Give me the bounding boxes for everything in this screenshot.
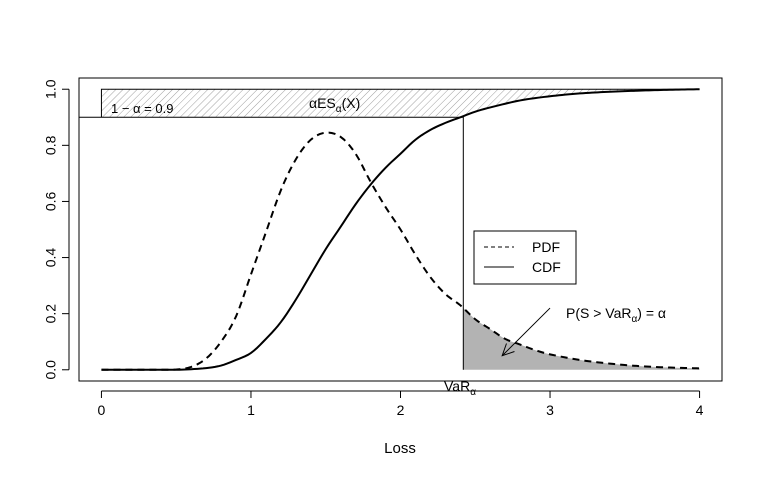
es-box-outline: [100, 88, 700, 118]
pdf-line: [101, 131, 700, 371]
tail-probability-label: P(S > VaRα) = α: [566, 305, 666, 325]
x-tick-label: 0: [98, 402, 106, 418]
one-minus-alpha-label: 1 − α = 0.9: [111, 101, 173, 116]
legend-box: [473, 230, 577, 285]
legend-cdf-label: CDF: [532, 259, 561, 275]
cdf-line: [101, 88, 700, 371]
y-tick-label: 0.6: [43, 192, 59, 212]
var-label: VaRα: [444, 378, 476, 398]
es-label: αESα(X): [309, 95, 360, 115]
legend: PDF CDF: [473, 230, 577, 285]
plot-frame: [78, 77, 723, 382]
tail-arrow-shaft: [501, 307, 551, 357]
x-tick-label: 2: [397, 402, 405, 418]
x-axis: 0 1 2 3 4: [98, 390, 704, 418]
x-tick-label: 3: [546, 402, 554, 418]
y-axis: 0.0 0.2 0.4 0.6 0.8 1.0: [43, 79, 70, 380]
x-tick-label: 1: [247, 402, 255, 418]
legend-pdf-label: PDF: [532, 239, 560, 255]
x-tick-label: 4: [696, 402, 704, 418]
x-axis-label: Loss: [384, 440, 416, 457]
y-tick-label: 0.2: [43, 304, 59, 324]
tail-arrow-head: [501, 343, 515, 357]
y-tick-label: 0.0: [43, 360, 59, 380]
tail-area: [463, 307, 700, 370]
y-tick-label: 0.4: [43, 248, 59, 268]
es-hatched-area: [101, 89, 700, 118]
y-tick-label: 0.8: [43, 135, 59, 155]
y-tick-label: 1.0: [43, 79, 59, 99]
